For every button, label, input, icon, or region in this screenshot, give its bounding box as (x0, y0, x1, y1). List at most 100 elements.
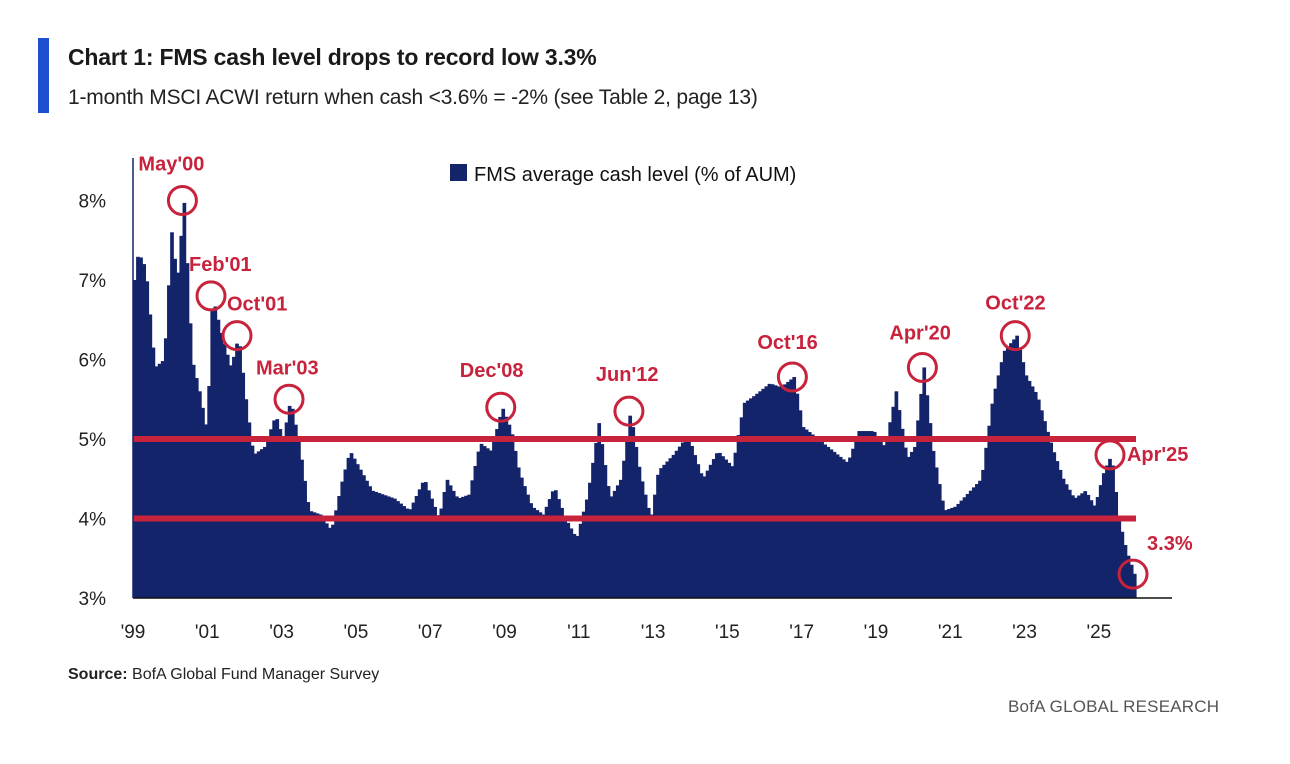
annotation-circle (485, 391, 517, 423)
cash-bar (170, 232, 174, 599)
cash-bar (365, 480, 369, 598)
cash-bar (1052, 452, 1057, 598)
cash-bar (578, 523, 583, 598)
x-tick-label: '13 (641, 622, 666, 643)
cash-bar (922, 367, 927, 598)
cash-bar (461, 496, 465, 598)
x-tick-label: '23 (1012, 622, 1037, 643)
cash-bar (340, 481, 345, 598)
cash-bar (241, 372, 246, 598)
annotation-label: Jun'12 (596, 364, 659, 386)
cash-bar (454, 496, 459, 598)
cash-bar (780, 386, 784, 598)
cash-bar (1086, 494, 1091, 598)
cash-bar (157, 363, 162, 598)
cash-bar (554, 490, 558, 598)
cash-bar (968, 490, 973, 598)
bars-group (133, 202, 1137, 599)
cash-bar (705, 470, 710, 598)
cash-bar (699, 473, 704, 598)
cash-bar (148, 314, 153, 598)
cash-bar (557, 499, 561, 598)
cash-bar (507, 424, 512, 598)
cash-bar (993, 388, 998, 598)
cash-bar (848, 457, 852, 598)
source-label: Source: (68, 666, 128, 683)
cash-bar (334, 510, 338, 598)
cash-bar (560, 507, 564, 598)
cash-bar (866, 431, 871, 598)
cash-bar (207, 386, 211, 598)
cash-bar (1058, 469, 1063, 598)
annotation-label: Apr'20 (889, 322, 950, 344)
cash-bar (767, 383, 772, 598)
cash-bar (789, 379, 793, 598)
cash-bar (247, 422, 252, 598)
cash-bar (386, 496, 391, 598)
cash-bar (999, 362, 1004, 598)
cash-bar (349, 453, 354, 598)
cash-bar (470, 480, 475, 598)
cash-bar (318, 514, 323, 598)
cash-bar (953, 506, 958, 598)
cash-bar (1067, 489, 1072, 598)
cash-bar (1061, 478, 1066, 598)
cash-bar (1083, 491, 1088, 598)
cash-bar (563, 516, 567, 598)
cash-bar (631, 427, 636, 598)
x-tick-label: '03 (269, 622, 294, 643)
axes-group: 3% 4% 5% 6% 7% 8% '99 '01 '03 '05 '07 '09 '11 '13 '15 '… (79, 158, 1172, 643)
cash-bar (581, 511, 586, 598)
brand-label: BofA GLOBAL RESEARCH (1008, 697, 1220, 716)
cash-bar (572, 533, 577, 598)
cash-bar (987, 425, 992, 598)
cash-bar (845, 461, 849, 598)
cash-bar (724, 459, 728, 598)
annotation-label: 3.3% (1147, 533, 1193, 555)
cash-bar (696, 464, 701, 598)
cash-bar (272, 420, 277, 598)
cash-bar (210, 310, 215, 598)
cash-bar (841, 459, 846, 598)
cash-bar (971, 487, 976, 598)
cash-bar (612, 490, 617, 598)
cash-bar (278, 429, 283, 598)
cash-bar (857, 431, 862, 598)
cash-bar (154, 366, 159, 598)
cash-bar (408, 509, 413, 598)
y-tick-label: 8% (79, 192, 107, 213)
cash-bar (529, 503, 533, 598)
cash-bar (668, 458, 673, 598)
cash-bar (182, 202, 187, 598)
cash-bar (990, 403, 995, 598)
y-tick-label: 3% (79, 589, 107, 610)
cash-bar (374, 492, 379, 598)
cash-bar (1132, 573, 1137, 598)
cash-bar (835, 454, 840, 598)
cash-bar (739, 417, 744, 598)
cash-bar (934, 467, 939, 598)
annotation-circle (195, 280, 227, 312)
cash-bar (745, 400, 750, 598)
cash-bar (634, 446, 639, 598)
cash-bar (188, 323, 193, 598)
cash-bar (495, 429, 499, 598)
y-tick-label: 5% (79, 430, 107, 451)
cash-bar (1024, 375, 1029, 598)
cash-bar (653, 494, 657, 598)
cash-bar (380, 494, 385, 598)
cash-bar (256, 451, 261, 598)
cash-bar (944, 510, 948, 598)
cash-bar (894, 391, 899, 598)
cash-bar (275, 419, 280, 598)
cash-bar (501, 408, 506, 598)
cash-bar (609, 496, 614, 598)
annotation-label: Oct'01 (227, 294, 287, 316)
chart-subtitle: 1-month MSCI ACWI return when cash <3.6%… (68, 86, 758, 109)
cash-bar (1018, 348, 1023, 598)
cash-bar (770, 384, 775, 598)
cash-bar (962, 497, 967, 598)
cash-bar (730, 466, 735, 598)
cash-bar (603, 465, 608, 598)
